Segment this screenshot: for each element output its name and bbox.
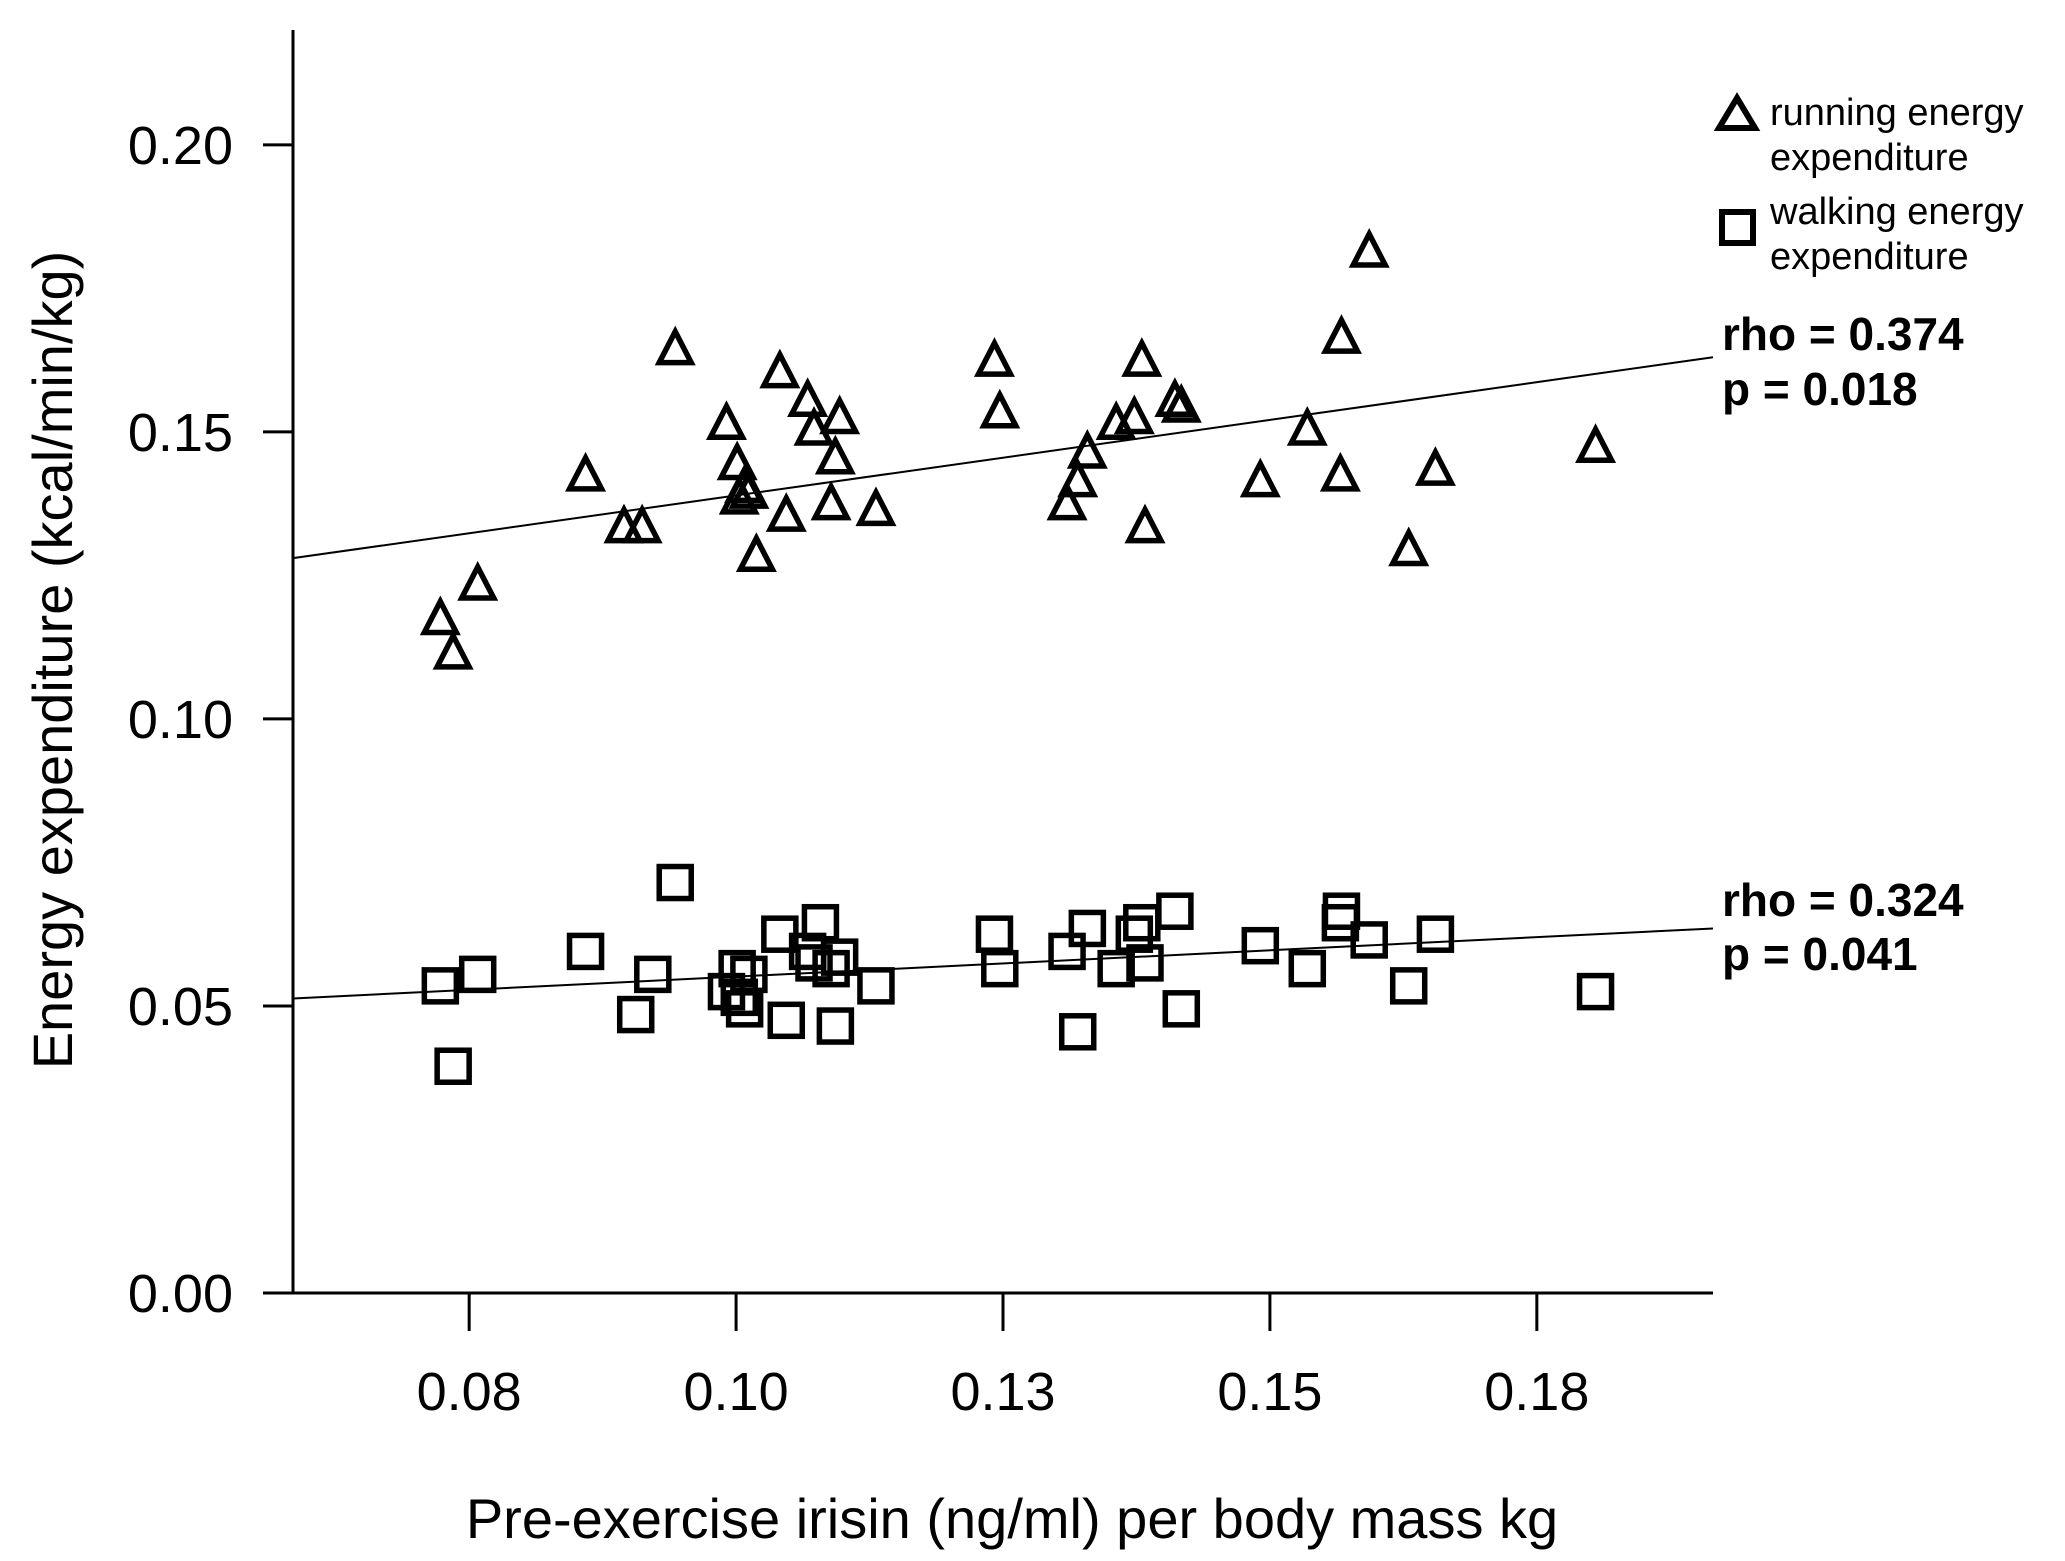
walking-point	[857, 967, 895, 1005]
running-point	[759, 348, 801, 389]
walking-fit-line	[292, 927, 1714, 1000]
x-tick-label: 0.18	[1484, 1362, 1589, 1422]
walking-point	[1126, 944, 1164, 982]
running-fit-line	[292, 356, 1714, 560]
walking-point	[434, 1047, 472, 1085]
walking-point	[812, 949, 850, 988]
walking-rho-label: rho = 0.324	[1722, 874, 1964, 926]
running-point	[1575, 423, 1617, 463]
walking-point	[566, 932, 605, 971]
walking-p-label: p = 0.041	[1722, 928, 1918, 980]
walking-point	[820, 938, 859, 976]
legend-label-walking-line2: expenditure	[1770, 236, 1969, 278]
walking-point	[656, 863, 694, 902]
y-axis-title: Energy expenditure (kcal/min/kg)	[21, 251, 84, 1070]
walking-point	[1068, 909, 1107, 948]
running-point	[432, 629, 474, 670]
walking-point	[1322, 892, 1361, 930]
walking-point	[1350, 921, 1388, 959]
walking-point	[1416, 915, 1455, 953]
x-tick-label: 0.15	[1217, 1362, 1322, 1422]
walking-point	[1048, 932, 1086, 971]
legend-item-running[interactable]: running energy expenditure	[1713, 92, 2024, 179]
y-tick-label: 0.20	[128, 116, 233, 176]
running-point	[419, 595, 461, 636]
walking-point	[718, 949, 756, 988]
walking-point	[634, 955, 672, 994]
walking-point	[801, 903, 840, 942]
walking-point	[1576, 972, 1615, 1011]
walking-point	[1162, 990, 1201, 1028]
legend-item-walking[interactable]: walking energy expenditure	[1719, 191, 2023, 278]
walking-point	[1288, 949, 1327, 988]
running-point	[705, 400, 747, 441]
running-point	[787, 377, 829, 418]
walking-point	[1115, 915, 1154, 953]
walking-point	[1156, 892, 1194, 930]
walking-point	[730, 955, 768, 994]
running-point	[819, 394, 861, 435]
x-axis-title: Pre-exercise irisin (ng/ml) per body mas…	[466, 1487, 1558, 1550]
running-point	[735, 532, 777, 573]
running-point	[793, 405, 835, 446]
running-point	[621, 503, 663, 544]
legend-square-icon	[1719, 209, 1756, 246]
walking-point	[458, 955, 497, 994]
y-tick-label: 0.05	[128, 977, 233, 1037]
running-point	[1320, 314, 1362, 354]
y-tick-label: 0.00	[128, 1264, 233, 1324]
running-point	[1239, 457, 1281, 498]
running-point	[810, 480, 852, 521]
running-rho-label: rho = 0.374	[1722, 308, 1964, 360]
running-point	[1154, 377, 1196, 418]
y-tick-label: 0.10	[128, 690, 233, 750]
x-tick-label: 0.13	[950, 1362, 1055, 1422]
fit-lines	[292, 356, 1714, 1000]
y-tick-label: 0.15	[128, 403, 233, 463]
data-markers	[419, 228, 1617, 1085]
running-point	[1160, 383, 1202, 423]
walking-point	[767, 1001, 806, 1040]
running-point	[654, 325, 696, 366]
walking-point	[981, 949, 1019, 988]
walking-point	[1058, 1013, 1097, 1051]
walking-point	[616, 995, 655, 1034]
running-point	[565, 451, 607, 492]
walking-point	[1241, 926, 1280, 965]
running-point	[1066, 428, 1108, 469]
running-point	[1121, 337, 1163, 377]
running-point	[1348, 228, 1390, 268]
legend[interactable]: running energy expenditure walking energ…	[1713, 92, 2024, 278]
running-point	[457, 561, 499, 601]
walking-point	[975, 915, 1014, 953]
running-point	[979, 388, 1021, 429]
legend-label-running-line2: expenditure	[1770, 137, 1969, 179]
running-p-label: p = 0.018	[1722, 363, 1918, 415]
walking-point	[421, 967, 460, 1005]
legend-label-running-line1: running energy	[1770, 92, 2024, 134]
x-tick-label: 0.10	[684, 1362, 789, 1422]
axes: 0.00 0.05 0.10 0.15 0.20 0.08 0.10 0.13 0.15 0.18	[128, 30, 1713, 1422]
running-point	[716, 440, 758, 481]
legend-triangle-icon	[1713, 92, 1761, 131]
running-point	[1046, 480, 1088, 521]
running-point	[1319, 451, 1361, 492]
walking-point	[720, 978, 759, 1017]
running-point	[973, 337, 1015, 377]
running-point	[855, 486, 897, 527]
running-point	[1414, 446, 1456, 486]
running-point	[1286, 405, 1328, 446]
x-tick-label: 0.08	[417, 1362, 522, 1422]
running-point	[814, 434, 856, 475]
legend-label-walking-line1: walking energy	[1769, 191, 2023, 233]
running-point	[728, 469, 770, 509]
walking-point	[816, 1007, 855, 1045]
running-point	[1113, 394, 1155, 435]
running-point	[765, 492, 807, 532]
running-point	[1388, 526, 1430, 567]
running-point	[1124, 503, 1166, 544]
running-point	[1057, 457, 1099, 498]
walking-point	[1389, 967, 1428, 1005]
